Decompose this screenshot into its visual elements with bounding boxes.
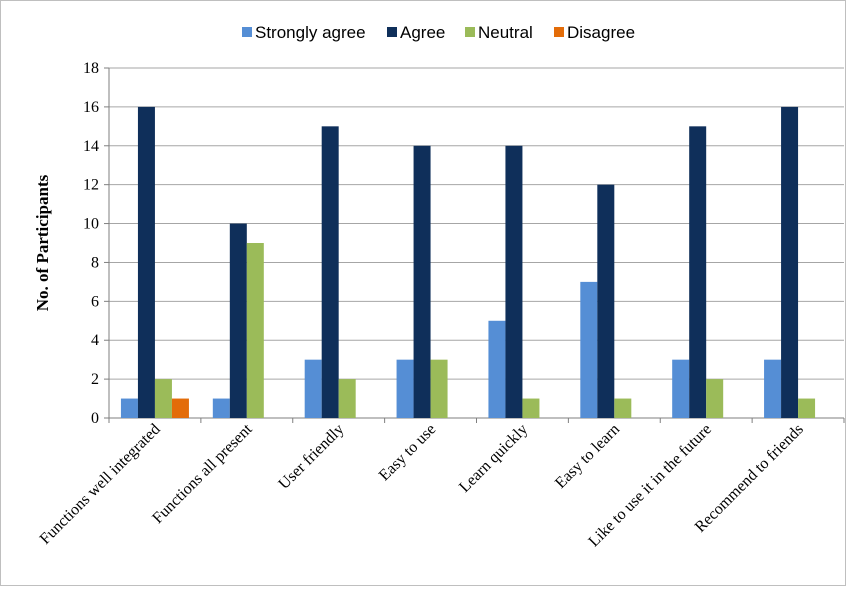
y-tick-label: 0 xyxy=(91,410,99,427)
bar-neutral xyxy=(430,359,448,418)
y-tick-label: 14 xyxy=(83,138,99,155)
y-tick-label: 2 xyxy=(91,371,99,388)
y-tick-label: 10 xyxy=(83,216,99,233)
bar-strongly-agree xyxy=(672,359,690,418)
bar-neutral xyxy=(246,243,264,418)
bar-agree xyxy=(781,106,799,418)
bar-agree xyxy=(229,223,247,418)
bar-neutral xyxy=(706,379,724,418)
y-tick-label: 8 xyxy=(91,254,99,271)
legend-label: Agree xyxy=(400,23,445,42)
bar-disagree xyxy=(171,398,189,418)
legend-label: Disagree xyxy=(567,23,635,42)
bar-agree xyxy=(321,126,339,418)
category-label: Easy to use xyxy=(376,421,440,485)
legend-label: Strongly agree xyxy=(255,23,366,42)
category-label: Functions all present xyxy=(149,420,256,527)
category-label: Easy to learn xyxy=(552,421,623,492)
bar-strongly-agree xyxy=(120,398,138,418)
bar-neutral xyxy=(522,398,540,418)
legend-swatch xyxy=(465,27,475,37)
legend-swatch xyxy=(554,27,564,37)
y-tick-label: 16 xyxy=(83,99,99,116)
bar-strongly-agree xyxy=(488,320,506,418)
y-axis-label: No. of Participants xyxy=(33,174,52,311)
y-tick-label: 6 xyxy=(91,293,99,310)
bar-agree xyxy=(689,126,707,418)
y-tick-label: 4 xyxy=(91,332,99,349)
bar-neutral xyxy=(154,379,172,418)
bar-strongly-agree xyxy=(580,281,598,418)
bar-neutral xyxy=(614,398,632,418)
bar-strongly-agree xyxy=(304,359,322,418)
bar-agree xyxy=(505,145,523,418)
y-tick-label: 12 xyxy=(83,177,99,194)
bar-agree xyxy=(137,106,155,418)
bar-strongly-agree xyxy=(396,359,414,418)
category-label: User friendly xyxy=(275,421,347,493)
bar-neutral xyxy=(798,398,816,418)
category-label: Functions well integrated xyxy=(37,421,164,548)
bar-agree xyxy=(413,145,431,418)
category-label: Learn quickly xyxy=(456,421,531,496)
legend-label: Neutral xyxy=(478,23,533,42)
bar-agree xyxy=(597,184,615,418)
bar-strongly-agree xyxy=(212,398,230,418)
bar-neutral xyxy=(338,379,356,418)
legend-swatch xyxy=(387,27,397,37)
bar-strongly-agree xyxy=(764,359,782,418)
y-tick-label: 18 xyxy=(83,60,99,77)
legend-swatch xyxy=(242,27,252,37)
